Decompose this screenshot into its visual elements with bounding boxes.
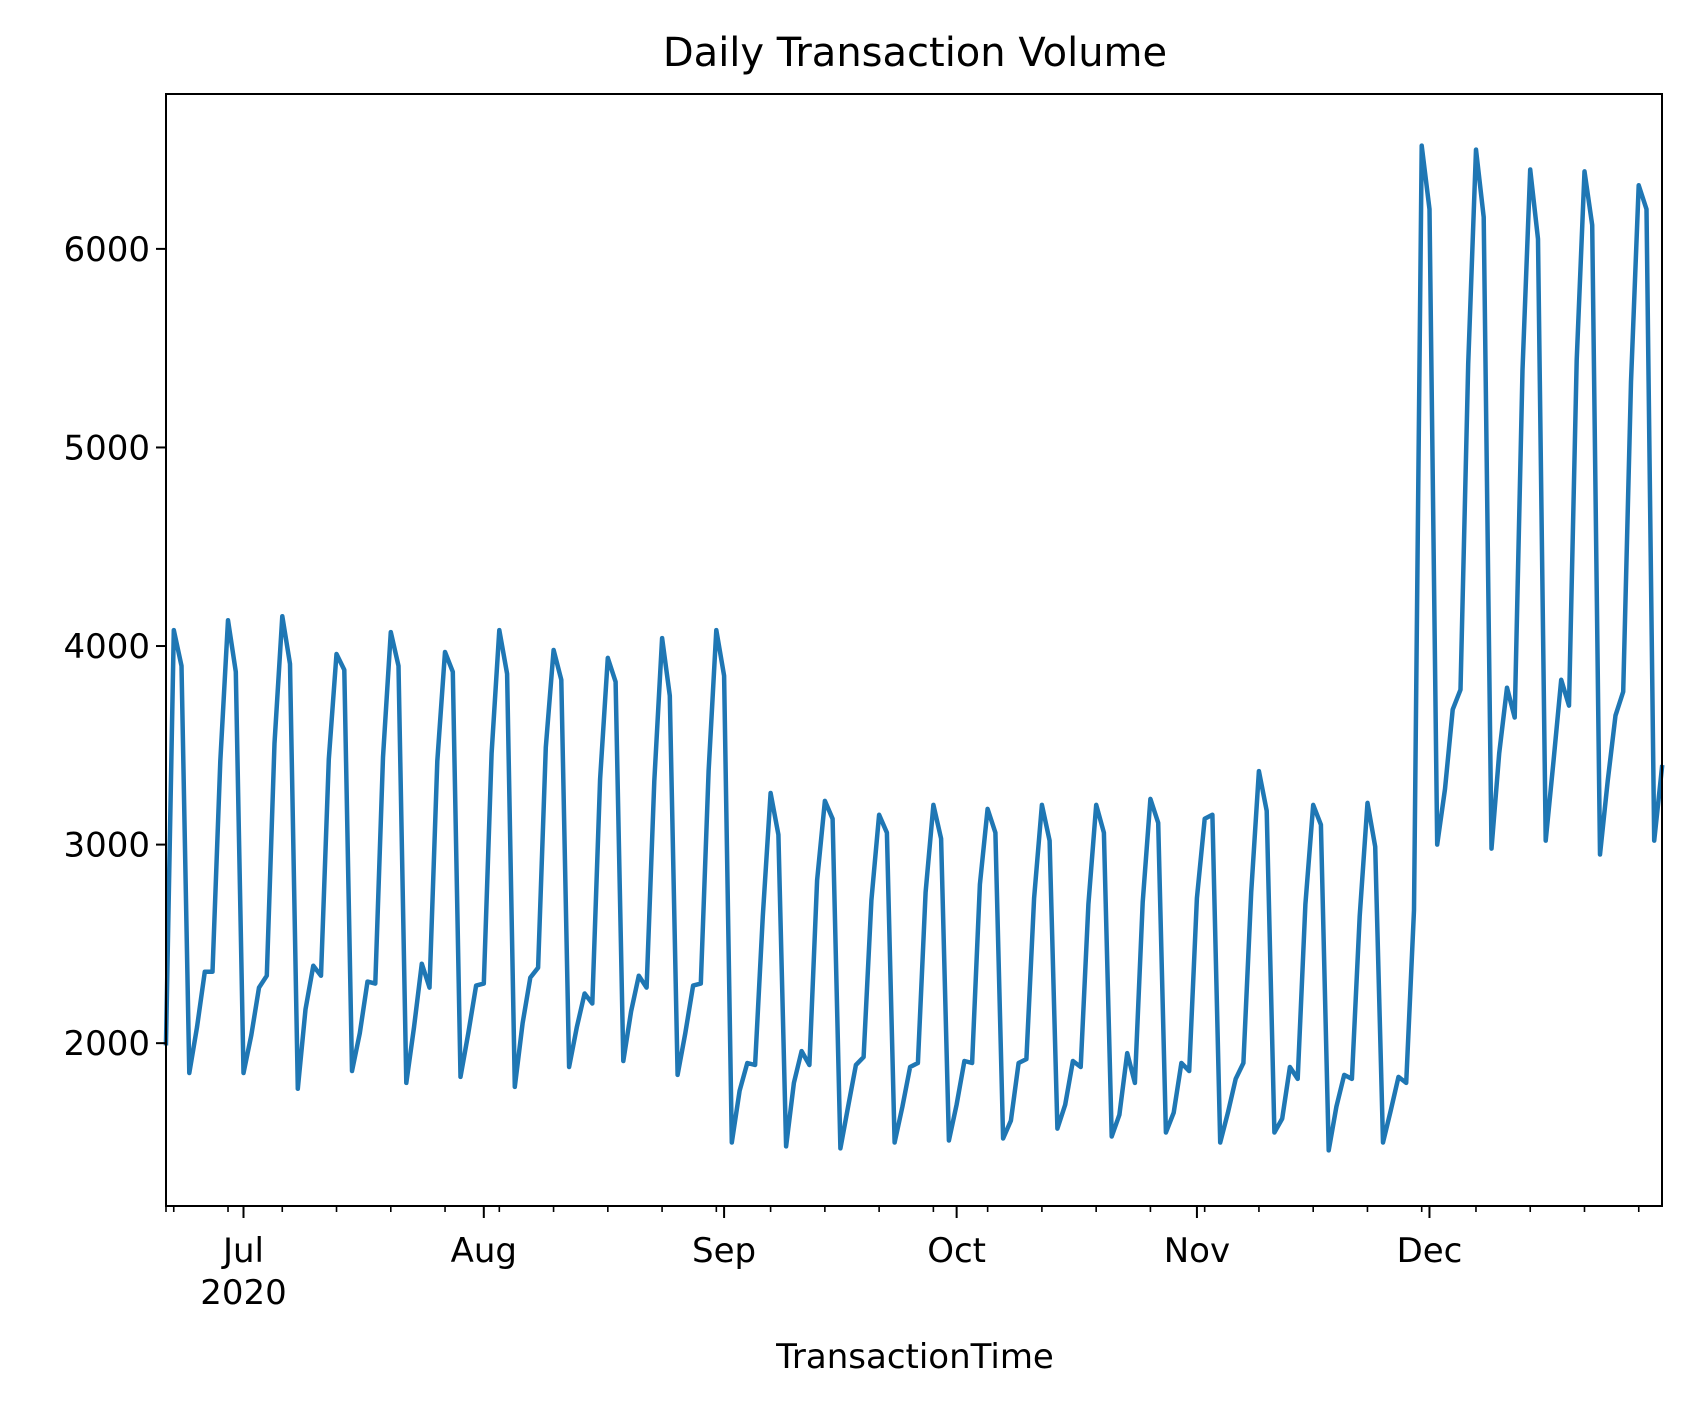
plot-area	[163, 143, 1665, 1153]
x-tick-label: Sep	[692, 1231, 756, 1271]
series-line-0	[163, 143, 1665, 1153]
x-tick-year-label: 2020	[200, 1273, 287, 1313]
axes-frame	[165, 93, 1663, 1207]
chart-title: Daily Transaction Volume	[663, 30, 1167, 76]
y-axis: 2000 3000 4000 5000 6000	[63, 230, 166, 1064]
y-tick-label: 6000	[63, 230, 150, 270]
y-tick-label: 4000	[63, 627, 150, 667]
x-tick-label: Dec	[1397, 1231, 1463, 1271]
x-tick-label: Nov	[1164, 1231, 1230, 1271]
y-tick-label: 5000	[63, 428, 150, 468]
y-tick-label: 3000	[63, 826, 150, 866]
x-tick-label: Aug	[451, 1231, 517, 1271]
x-tick-label: Oct	[927, 1231, 986, 1271]
x-tick-label: Jul	[221, 1231, 264, 1271]
x-axis-label: TransactionTime	[775, 1337, 1054, 1377]
y-tick-label: 2000	[63, 1024, 150, 1064]
